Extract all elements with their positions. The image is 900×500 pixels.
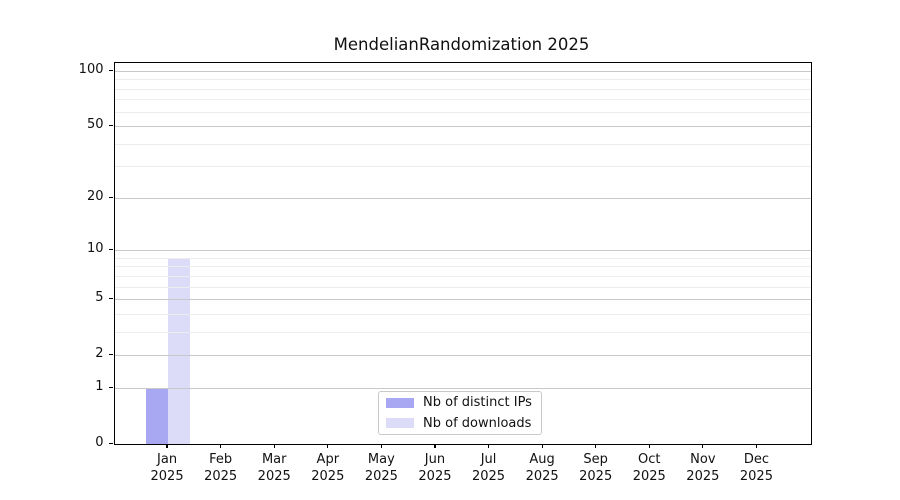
x-tick-label-aug: Aug 2025 xyxy=(525,452,559,484)
major-gridline xyxy=(114,299,811,301)
chart-title: MendelianRandomization 2025 xyxy=(333,35,590,54)
minor-gridline xyxy=(114,111,811,113)
minor-gridline xyxy=(114,266,811,268)
x-tick-label-jun: Jun 2025 xyxy=(418,452,452,484)
major-gridline xyxy=(114,197,811,199)
major-gridline xyxy=(114,250,811,252)
y-tick-mark xyxy=(108,443,113,445)
minor-gridline xyxy=(114,275,811,277)
minor-gridline xyxy=(114,286,811,288)
plot-area xyxy=(113,62,812,445)
y-tick-mark xyxy=(108,125,113,127)
y-tick-mark xyxy=(108,249,113,251)
legend-label-downloads: Nb of downloads xyxy=(423,415,532,431)
y-tick-label: 0 xyxy=(95,435,104,450)
x-tick-label-jul: Jul 2025 xyxy=(471,452,506,484)
minor-gridline xyxy=(114,166,811,168)
y-tick-mark xyxy=(108,70,113,72)
legend-swatch-distinct-ips xyxy=(386,397,414,408)
legend-label-distinct-ips: Nb of distinct IPs xyxy=(423,395,532,411)
x-tick-mark xyxy=(327,444,329,449)
y-tick-label: 1 xyxy=(95,378,104,394)
x-tick-mark xyxy=(434,444,436,449)
minor-gridline xyxy=(114,79,811,81)
x-tick-label-apr: Apr 2025 xyxy=(311,452,345,484)
legend: Nb of distinct IPs Nb of downloads xyxy=(378,391,542,435)
minor-gridline xyxy=(114,331,811,333)
major-gridline xyxy=(114,71,811,72)
x-tick-mark xyxy=(220,444,222,449)
x-tick-label-mar: Mar 2025 xyxy=(257,452,291,484)
x-tick-label-nov: Nov 2025 xyxy=(686,452,720,484)
y-tick-mark xyxy=(108,298,113,300)
x-tick-label-sep: Sep 2025 xyxy=(579,452,613,484)
minor-gridline xyxy=(114,313,811,315)
y-tick-mark xyxy=(108,196,113,199)
x-tick-mark xyxy=(595,444,597,449)
y-tick-label: 2 xyxy=(95,346,104,362)
x-tick-label-jan: Jan 2025 xyxy=(150,452,184,484)
x-tick-label-feb: Feb 2025 xyxy=(204,452,238,484)
x-tick-mark xyxy=(166,444,168,449)
x-tick-mark xyxy=(702,444,704,449)
minor-gridline xyxy=(114,88,811,90)
major-gridline xyxy=(114,387,811,389)
y-tick-mark xyxy=(108,354,113,356)
minor-gridline xyxy=(114,99,811,101)
x-tick-mark xyxy=(541,444,543,449)
x-tick-mark xyxy=(380,444,382,449)
y-tick-label: 100 xyxy=(78,62,104,77)
y-tick-label: 5 xyxy=(95,290,104,306)
bar-jan-downloads xyxy=(168,257,191,444)
bar-jan-distinct-ips xyxy=(146,387,169,444)
legend-swatch-downloads xyxy=(386,418,414,429)
y-tick-label: 50 xyxy=(86,117,104,133)
major-gridline xyxy=(114,126,811,128)
x-tick-mark xyxy=(755,444,757,449)
x-tick-label-oct: Oct 2025 xyxy=(632,452,666,484)
major-gridline xyxy=(114,355,811,357)
x-tick-mark xyxy=(273,444,275,449)
y-tick-mark xyxy=(108,386,113,389)
x-tick-mark xyxy=(648,444,650,449)
legend-item-downloads: Nb of downloads xyxy=(386,415,534,433)
x-tick-label-dec: Dec 2025 xyxy=(739,452,773,484)
y-tick-label: 20 xyxy=(86,188,104,204)
y-tick-label: 10 xyxy=(86,241,104,257)
x-tick-label-may: May 2025 xyxy=(364,452,398,484)
legend-item-distinct-ips: Nb of distinct IPs xyxy=(386,394,534,412)
minor-gridline xyxy=(114,257,811,259)
x-tick-mark xyxy=(487,444,490,449)
minor-gridline xyxy=(114,143,811,145)
